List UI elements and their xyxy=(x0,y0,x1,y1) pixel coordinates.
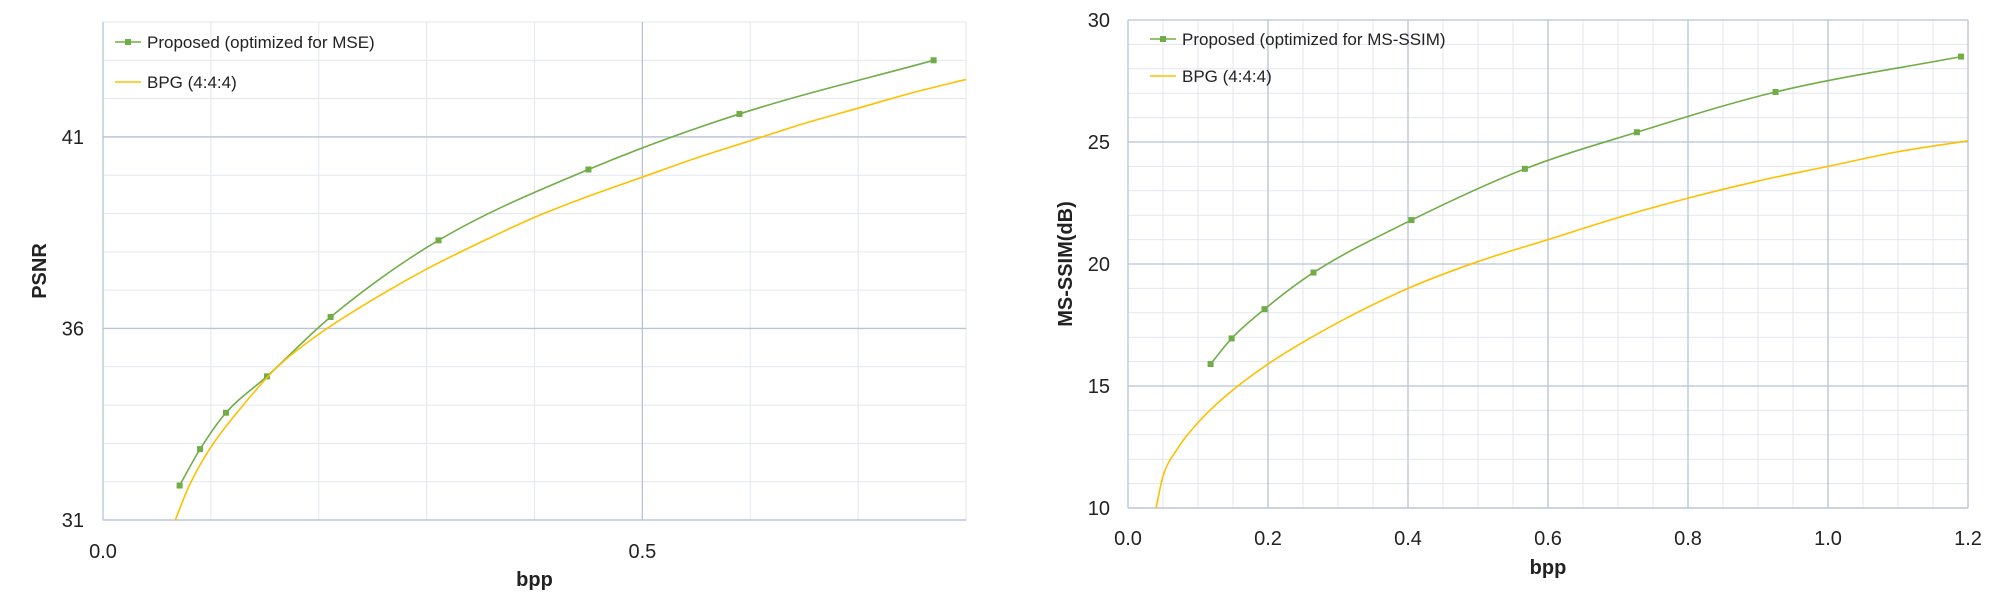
x-tick-label: 0.0 xyxy=(89,541,117,563)
x-tick-label: 0.4 xyxy=(1394,528,1422,550)
x-tick-label: 0.5 xyxy=(628,541,656,563)
data-point xyxy=(1310,269,1317,276)
series-line xyxy=(1209,55,1962,365)
data-point xyxy=(1521,165,1528,172)
data-point xyxy=(930,57,937,64)
data-point xyxy=(1228,335,1235,342)
data-point xyxy=(222,409,229,416)
chart-2: 0.0 0.2 0.4 0.6 0.8 1.0 1.2 10 15 20 25 30 bpp MS-SSI… xyxy=(1055,10,1982,579)
x-axis-title: bpp xyxy=(516,569,553,591)
x-tick-label: 0.8 xyxy=(1674,528,1702,550)
legend-entry: BPG (4:4:4) xyxy=(1182,67,1272,86)
y-axis-title: PSNR xyxy=(29,243,51,299)
y-tick-label: 36 xyxy=(62,318,84,340)
legend: Proposed (optimized for MS-SSIM) BPG (4:4… xyxy=(1150,30,1446,86)
x-axis-title: bpp xyxy=(1530,557,1567,579)
x-tick-label: 1.2 xyxy=(1954,528,1982,550)
legend-swatch-marker xyxy=(1160,36,1166,42)
y-tick-label: 25 xyxy=(1088,132,1110,154)
data-point xyxy=(327,313,334,320)
data-point xyxy=(1633,129,1640,136)
data-point xyxy=(1958,53,1964,60)
x-tick-label: 0.6 xyxy=(1534,528,1562,550)
legend-entry: Proposed (optimized for MS-SSIM) xyxy=(1182,30,1446,49)
y-tick-label: 20 xyxy=(1088,254,1110,276)
data-point xyxy=(197,446,204,453)
data-point xyxy=(736,110,743,117)
x-tick-label: 1.0 xyxy=(1814,528,1842,550)
y-tick-label: 15 xyxy=(1088,376,1110,398)
x-tick-label: 0.0 xyxy=(1114,528,1142,550)
data-point xyxy=(176,482,183,489)
chart-1: 0.0 0.5 31 36 41 bpp PSNR Proposed (optimized f… xyxy=(29,21,967,591)
minor-grid xyxy=(102,21,967,521)
series-line xyxy=(1155,139,1968,508)
data-point xyxy=(1408,217,1415,224)
legend: Proposed (optimized for MSE) BPG (4:4:4) xyxy=(115,33,375,92)
legend-entry: Proposed (optimized for MSE) xyxy=(147,33,375,52)
data-point xyxy=(435,237,442,244)
series-line xyxy=(178,59,934,486)
x-tick-label: 0.2 xyxy=(1254,528,1282,550)
y-tick-label: 10 xyxy=(1088,498,1110,520)
y-axis-title: MS-SSIM(dB) xyxy=(1055,201,1077,327)
series-2 xyxy=(174,78,966,520)
data-point xyxy=(1207,361,1214,368)
y-tick-label: 31 xyxy=(62,510,84,532)
data-point xyxy=(1261,306,1268,313)
y-tick-label: 30 xyxy=(1088,10,1110,32)
data-point xyxy=(1772,88,1779,95)
series-line xyxy=(174,78,966,520)
series-1 xyxy=(176,57,937,489)
y-tick-label: 41 xyxy=(62,127,84,149)
series-1 xyxy=(1207,53,1964,368)
data-point xyxy=(263,373,270,380)
series-2 xyxy=(1155,139,1968,508)
legend-entry: BPG (4:4:4) xyxy=(147,73,237,92)
data-point xyxy=(585,166,592,173)
legend-swatch-marker xyxy=(125,39,131,45)
